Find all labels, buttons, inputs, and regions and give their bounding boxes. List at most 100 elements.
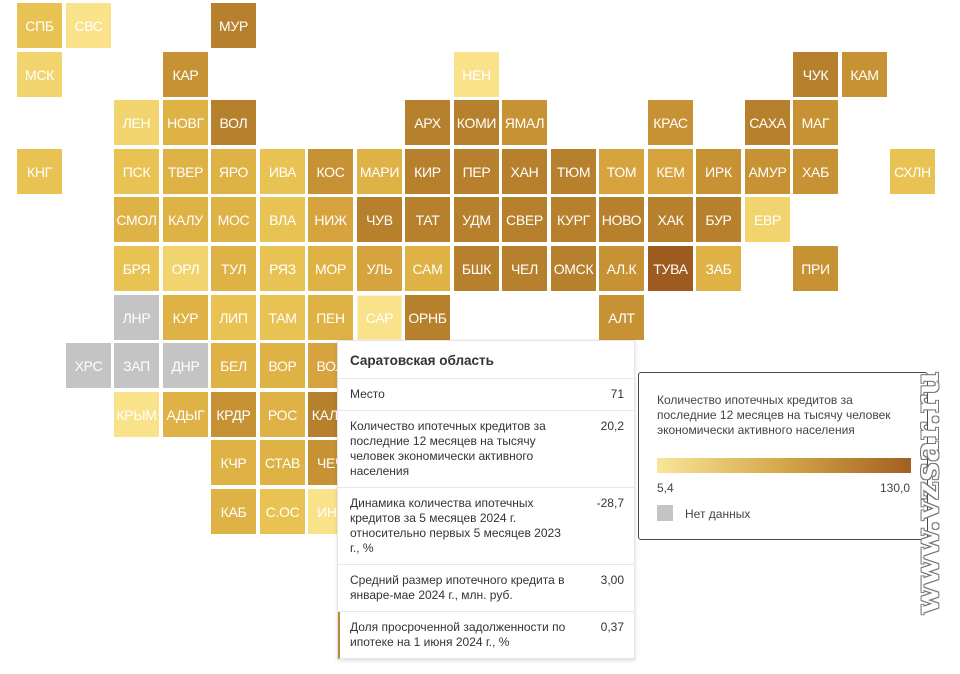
region-tile-kng[interactable]: КНГ [17,149,62,194]
region-tile-ornb[interactable]: ОРНБ [405,295,450,340]
region-tile-dnr[interactable]: ДНР [163,343,208,388]
region-tile-krym[interactable]: КРЫМ [114,392,159,437]
region-tile-sos[interactable]: С.ОС [260,489,305,534]
region-tile-saha[interactable]: САХА [745,100,790,145]
region-tile-chuv[interactable]: ЧУВ [357,197,402,242]
region-tile-hrs[interactable]: ХРС [66,343,111,388]
tooltip-row-overdue-share: Доля просроченной задолженности по ипоте… [338,612,634,659]
legend-max-value: 130,0 [879,481,910,495]
region-tile-zap[interactable]: ЗАП [114,343,159,388]
region-tile-novg[interactable]: НОВГ [163,100,208,145]
region-tile-kalu[interactable]: КАЛУ [163,197,208,242]
region-tile-tul[interactable]: ТУЛ [211,246,256,291]
tooltip-row-average-size: Средний размер ипотечного кредита в янва… [338,565,634,612]
region-tile-kir[interactable]: КИР [405,149,450,194]
watermark: www.vzsar.ru [908,370,946,614]
region-tile-yaro[interactable]: ЯРО [211,149,256,194]
region-tile-kar[interactable]: КАР [163,52,208,97]
region-tile-spb[interactable]: СПБ [17,3,62,48]
region-tile-kem[interactable]: КЕМ [648,149,693,194]
region-tile-zab[interactable]: ЗАБ [696,246,741,291]
region-tile-udm[interactable]: УДМ [454,197,499,242]
region-tile-shln[interactable]: СХЛН [890,149,935,194]
region-tile-ryaz[interactable]: РЯЗ [260,246,305,291]
region-tile-psk[interactable]: ПСК [114,149,159,194]
region-tile-brya[interactable]: БРЯ [114,246,159,291]
tooltip-row-dynamics: Динамика количества ипотечных кредитов з… [338,488,634,565]
region-tile-alt[interactable]: АЛТ [599,295,644,340]
tooltip-title: Саратовская область [338,341,634,379]
region-tile-bur[interactable]: БУР [696,197,741,242]
region-tile-svs[interactable]: СВС [66,3,111,48]
region-tile-vor[interactable]: ВОР [260,343,305,388]
region-tile-ros[interactable]: РОС [260,392,305,437]
region-tile-yamal[interactable]: ЯМАЛ [502,100,547,145]
region-tile-chuk[interactable]: ЧУК [793,52,838,97]
region-tile-mag[interactable]: МАГ [793,100,838,145]
region-tile-mos[interactable]: МОС [211,197,256,242]
region-tile-kab[interactable]: КАБ [211,489,256,534]
tooltip-label: Количество ипотечных кредитов за последн… [350,419,546,478]
legend: Количество ипотечных кредитов за последн… [638,372,928,540]
region-tile-len[interactable]: ЛЕН [114,100,159,145]
legend-no-data-swatch [657,505,673,521]
region-tile-evr[interactable]: ЕВР [745,197,790,242]
region-tile-hab[interactable]: ХАБ [793,149,838,194]
region-tile-stav[interactable]: СТАВ [260,440,305,485]
region-tile-per[interactable]: ПЕР [454,149,499,194]
region-tile-lip[interactable]: ЛИП [211,295,256,340]
region-tile-kos[interactable]: КОС [308,149,353,194]
legend-title: Количество ипотечных кредитов за последн… [657,393,891,437]
tooltip-value: 0,37 [600,620,624,634]
region-tile-tat[interactable]: ТАТ [405,197,450,242]
region-tile-smol[interactable]: СМОЛ [114,197,159,242]
region-tile-chel[interactable]: ЧЕЛ [502,246,547,291]
region-tile-kurg[interactable]: КУРГ [551,197,596,242]
region-tile-tyum[interactable]: ТЮМ [551,149,596,194]
tooltip-row-mortgage-count: Количество ипотечных кредитов за последн… [338,411,634,488]
region-tile-alk[interactable]: АЛ.К [599,246,644,291]
tooltip-value: -28,7 [596,496,624,510]
region-tile-orl[interactable]: ОРЛ [163,246,208,291]
region-tile-ul[interactable]: УЛЬ [357,246,402,291]
region-tile-tver[interactable]: ТВЕР [163,149,208,194]
region-tile-tom[interactable]: ТОМ [599,149,644,194]
legend-gradient-bar [657,458,911,473]
region-tile-arh[interactable]: АРХ [405,100,450,145]
region-tile-sam[interactable]: САМ [405,246,450,291]
region-tile-omsk[interactable]: ОМСК [551,246,596,291]
region-tile-han[interactable]: ХАН [502,149,547,194]
region-tile-bel[interactable]: БЕЛ [211,343,256,388]
region-tile-iva[interactable]: ИВА [260,149,305,194]
region-tile-tam[interactable]: ТАМ [260,295,305,340]
region-tile-pri[interactable]: ПРИ [793,246,838,291]
region-tile-amur[interactable]: АМУР [745,149,790,194]
region-tile-sar[interactable]: САР [357,295,402,340]
region-tile-lnr[interactable]: ЛНР [114,295,159,340]
region-tile-adyg[interactable]: АДЫГ [163,392,208,437]
region-tile-msk[interactable]: МСК [17,52,62,97]
region-tile-mari[interactable]: МАРИ [357,149,402,194]
region-tile-tuva[interactable]: ТУВА [648,246,693,291]
region-tile-bshk[interactable]: БШК [454,246,499,291]
region-tile-hak[interactable]: ХАК [648,197,693,242]
region-tile-sver[interactable]: СВЕР [502,197,547,242]
region-tile-pen[interactable]: ПЕН [308,295,353,340]
region-tile-vla[interactable]: ВЛА [260,197,305,242]
region-tile-irk[interactable]: ИРК [696,149,741,194]
region-tile-kur[interactable]: КУР [163,295,208,340]
region-tile-nen[interactable]: НЕН [454,52,499,97]
region-tile-kras[interactable]: КРАС [648,100,693,145]
region-tile-kchr[interactable]: КЧР [211,440,256,485]
region-tile-mor[interactable]: МОР [308,246,353,291]
region-tile-krdr[interactable]: КРДР [211,392,256,437]
region-tile-mur[interactable]: МУР [211,3,256,48]
region-tile-novo[interactable]: НОВО [599,197,644,242]
region-tile-komi[interactable]: КОМИ [454,100,499,145]
tooltip-value: 20,2 [600,419,624,433]
region-tile-vol[interactable]: ВОЛ [211,100,256,145]
tooltip-value: 71 [610,387,624,401]
region-tile-kam[interactable]: КАМ [842,52,887,97]
region-tile-nizh[interactable]: НИЖ [308,197,353,242]
